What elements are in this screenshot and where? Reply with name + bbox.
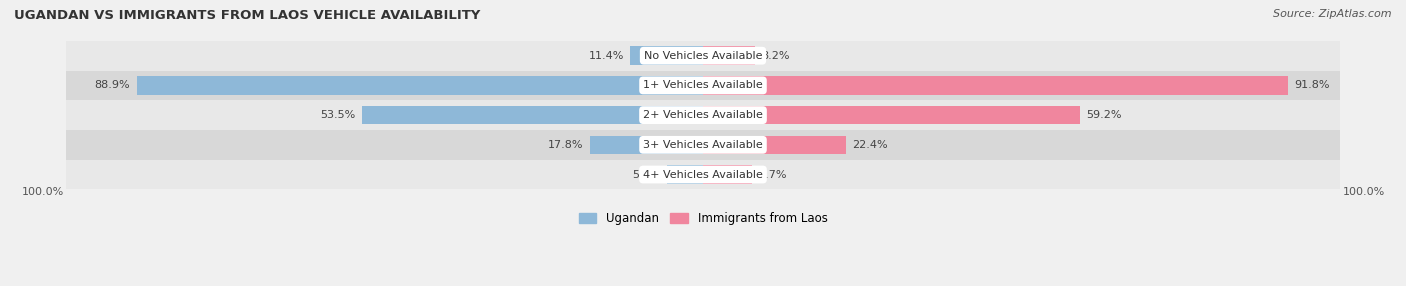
Bar [66, 41, 1340, 71]
Text: 1+ Vehicles Available: 1+ Vehicles Available [643, 80, 763, 90]
Text: 3+ Vehicles Available: 3+ Vehicles Available [643, 140, 763, 150]
Text: 91.8%: 91.8% [1294, 80, 1330, 90]
Bar [66, 130, 1340, 160]
Text: 11.4%: 11.4% [589, 51, 624, 61]
Text: Source: ZipAtlas.com: Source: ZipAtlas.com [1274, 9, 1392, 19]
Bar [703, 136, 845, 154]
Text: 100.0%: 100.0% [1343, 187, 1385, 197]
Text: No Vehicles Available: No Vehicles Available [644, 51, 762, 61]
Bar [703, 76, 1288, 95]
Bar [589, 136, 703, 154]
Text: 22.4%: 22.4% [852, 140, 887, 150]
Bar [703, 165, 752, 184]
Text: 2+ Vehicles Available: 2+ Vehicles Available [643, 110, 763, 120]
Text: 5.7%: 5.7% [631, 170, 661, 180]
Bar [630, 47, 703, 65]
Bar [66, 100, 1340, 130]
Text: 88.9%: 88.9% [94, 80, 131, 90]
Bar [703, 106, 1080, 124]
Bar [363, 106, 703, 124]
Text: 59.2%: 59.2% [1087, 110, 1122, 120]
Text: 7.7%: 7.7% [758, 170, 787, 180]
Text: 8.2%: 8.2% [762, 51, 790, 61]
Text: 100.0%: 100.0% [21, 187, 63, 197]
Text: 17.8%: 17.8% [548, 140, 583, 150]
Text: UGANDAN VS IMMIGRANTS FROM LAOS VEHICLE AVAILABILITY: UGANDAN VS IMMIGRANTS FROM LAOS VEHICLE … [14, 9, 481, 21]
Legend: Ugandan, Immigrants from Laos: Ugandan, Immigrants from Laos [574, 207, 832, 230]
Bar [66, 160, 1340, 189]
Bar [666, 165, 703, 184]
Bar [136, 76, 703, 95]
Text: 53.5%: 53.5% [321, 110, 356, 120]
Text: 4+ Vehicles Available: 4+ Vehicles Available [643, 170, 763, 180]
Bar [703, 47, 755, 65]
Bar [66, 71, 1340, 100]
